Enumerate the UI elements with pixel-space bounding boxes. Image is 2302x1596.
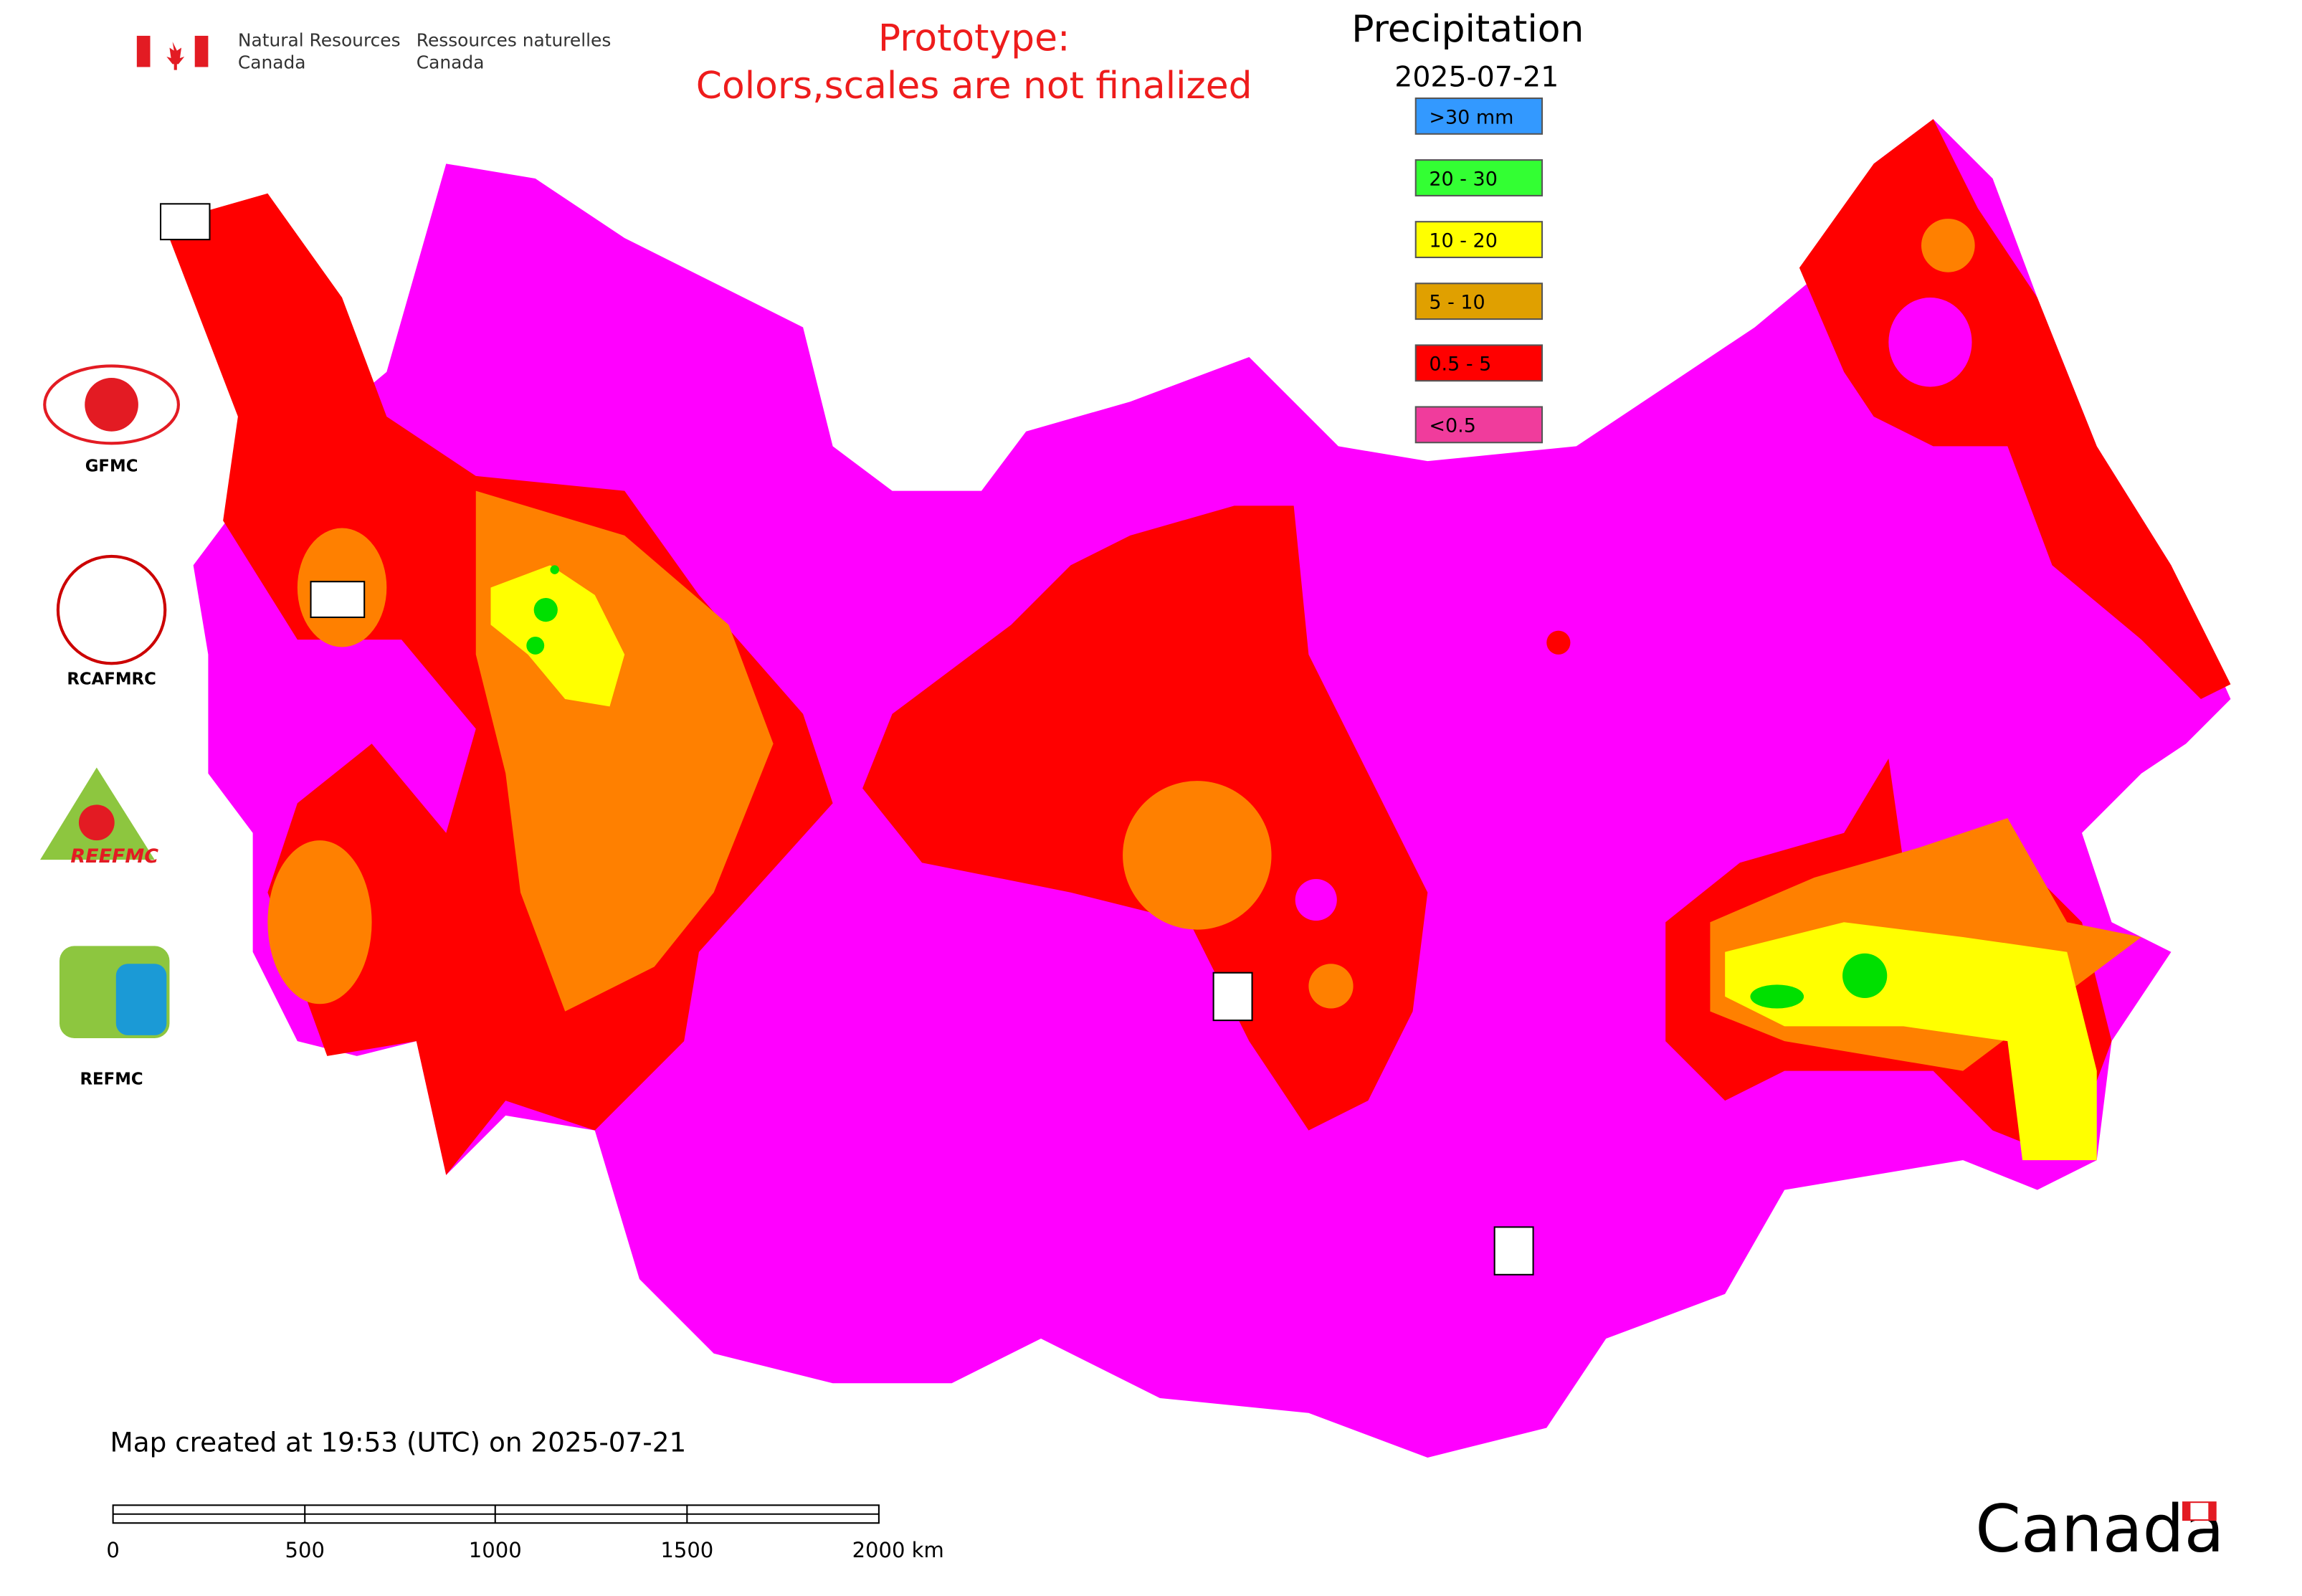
canada-wordmark: Canada <box>1975 1491 2224 1567</box>
logo-mark: REEFMC <box>70 845 158 868</box>
region-5-to-10 <box>1308 964 1354 1009</box>
legend-label: >30 mm <box>1429 106 1513 128</box>
land-below-0-5 <box>1295 879 1337 921</box>
department-fr: Canada <box>417 52 485 73</box>
region-20-to-30 <box>526 636 545 655</box>
scale-label: 1000 <box>469 1538 522 1562</box>
legend-label: <0.5 <box>1429 415 1475 437</box>
legend: Precipitation 2025-07-21 >30 mm 20 - 30 10… <box>1351 8 1584 444</box>
legend-date: 2025-07-21 <box>1394 60 1559 93</box>
region-5-to-10 <box>1921 219 1975 272</box>
precipitation-map <box>159 119 2231 1458</box>
scale-label: 0 <box>106 1538 119 1562</box>
logo-label: REFMC <box>80 1070 143 1088</box>
scale-bar: 0 500 1000 1500 2000 km <box>106 1504 944 1562</box>
department-fr: Ressources naturelles <box>417 29 612 50</box>
map-marker <box>310 581 366 619</box>
region-20-to-30 <box>550 565 559 574</box>
region-5-to-10 <box>1123 781 1272 930</box>
logo-label: RCAFMRC <box>67 670 156 688</box>
land-below-0-5 <box>1888 298 1972 387</box>
legend-label: 20 - 30 <box>1429 168 1497 190</box>
legend-swatch <box>1414 221 1544 259</box>
legend-swatch <box>1414 344 1544 382</box>
scale-label: 2000 km <box>852 1538 944 1562</box>
region-20-to-30 <box>1842 953 1888 998</box>
region-10-to-20 <box>490 565 625 707</box>
legend-label: 10 - 20 <box>1429 229 1497 252</box>
legend-label: 0.5 - 5 <box>1429 353 1491 376</box>
region-20-to-30 <box>1750 984 1804 1009</box>
department-en: Natural Resources <box>238 29 401 50</box>
organisation-logos: GFMC RCAFMRC REEFMC REFMC <box>40 364 180 1088</box>
land-below-0-5 <box>565 327 818 506</box>
notice: Prototype: <box>878 17 1070 60</box>
legend-label: 5 - 10 <box>1429 292 1485 314</box>
scale-label: 500 <box>285 1538 325 1562</box>
legend-swatch <box>1414 282 1544 320</box>
region-5-to-10 <box>267 840 372 1004</box>
region-0-5-to-5 <box>1546 630 1571 655</box>
map-marker <box>1212 972 1253 1022</box>
nrcan-signature: Natural Resources Canada Ressources natu… <box>136 29 612 73</box>
region-20-to-30 <box>533 598 558 622</box>
scale-label: 1500 <box>660 1538 713 1562</box>
map-marker <box>1493 1226 1534 1276</box>
map-marker <box>159 203 211 241</box>
created-note: Map created at 19:53 (UTC) on 2025-07-21 <box>110 1427 686 1458</box>
region-0-5-to-5 <box>1799 119 2231 700</box>
region-10-to-20 <box>1725 922 2097 1161</box>
legend-swatch <box>1414 159 1544 196</box>
legend-swatch <box>1414 406 1544 444</box>
legend-title: Precipitation <box>1351 8 1584 51</box>
department-en: Canada <box>238 52 306 73</box>
notice: Colors,scales are not finalized <box>696 65 1252 108</box>
legend-swatch <box>1414 98 1544 135</box>
logo-label: GFMC <box>85 457 138 476</box>
